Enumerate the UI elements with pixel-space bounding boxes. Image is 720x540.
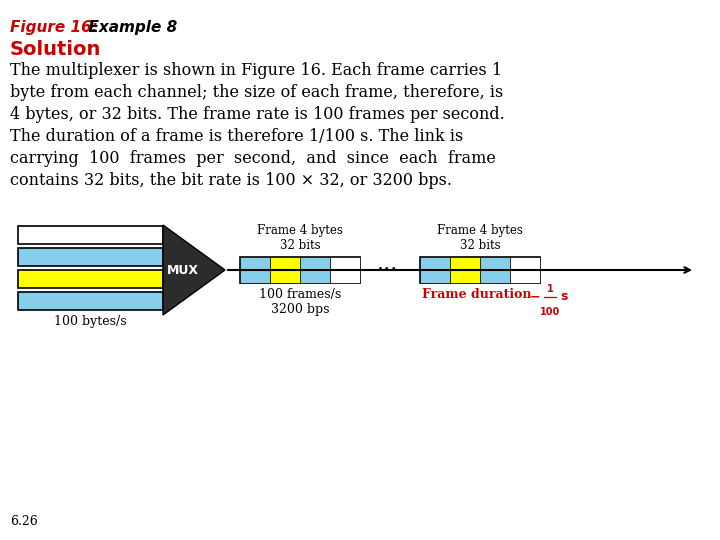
Text: 1: 1 (546, 284, 554, 294)
Text: byte from each channel; the size of each frame, therefore, is: byte from each channel; the size of each… (10, 84, 503, 101)
Bar (420, 257, 540, 283)
Text: Frame duration: Frame duration (422, 288, 531, 301)
Text: carrying  100  frames  per  second,  and  since  each  frame: carrying 100 frames per second, and sinc… (10, 150, 496, 167)
Bar (240, 257, 360, 283)
Text: MUX: MUX (167, 264, 199, 276)
Text: contains 32 bits, the bit rate is 100 × 32, or 3200 bps.: contains 32 bits, the bit rate is 100 × … (10, 172, 452, 189)
Text: The multiplexer is shown in Figure 16. Each frame carries 1: The multiplexer is shown in Figure 16. E… (10, 62, 502, 79)
Text: 100: 100 (540, 307, 560, 317)
Bar (270, 257, 300, 283)
Bar (330, 257, 360, 283)
Text: 100 frames/s
3200 bps: 100 frames/s 3200 bps (259, 288, 341, 316)
Bar (450, 257, 480, 283)
Text: ···: ··· (377, 259, 399, 281)
Polygon shape (163, 225, 225, 315)
Bar (240, 257, 270, 283)
Text: Frame 4 bytes
32 bits: Frame 4 bytes 32 bits (257, 224, 343, 252)
Text: 100 bytes/s: 100 bytes/s (54, 315, 127, 328)
Text: Frame 4 bytes
32 bits: Frame 4 bytes 32 bits (437, 224, 523, 252)
Bar (510, 257, 540, 283)
Text: −: − (530, 291, 541, 303)
Bar (18, 226, 163, 244)
Text: 4 bytes, or 32 bits. The frame rate is 100 frames per second.: 4 bytes, or 32 bits. The frame rate is 1… (10, 106, 505, 123)
Text: Solution: Solution (10, 40, 102, 59)
Text: Example 8: Example 8 (78, 20, 177, 35)
Text: s: s (560, 291, 567, 303)
Bar (300, 257, 330, 283)
Bar (420, 257, 450, 283)
Bar (18, 248, 163, 266)
Text: The duration of a frame is therefore 1/100 s. The link is: The duration of a frame is therefore 1/1… (10, 128, 463, 145)
Text: 6.26: 6.26 (10, 515, 37, 528)
Bar (480, 257, 510, 283)
Bar (18, 292, 163, 310)
Text: Figure 16:: Figure 16: (10, 20, 98, 35)
Bar (18, 270, 163, 288)
